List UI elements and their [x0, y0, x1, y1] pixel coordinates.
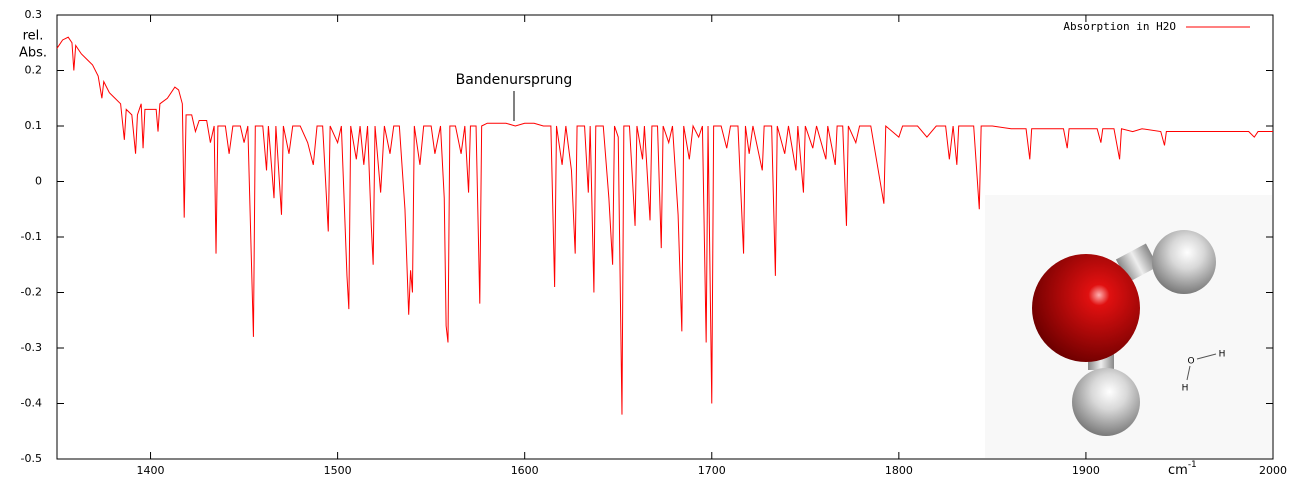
y-tick-label: -0.1	[21, 230, 42, 243]
atom-label: H	[1219, 350, 1226, 360]
x-axis-label-exponent: -1	[1188, 460, 1197, 470]
legend-label: Absorption in H2O	[1063, 20, 1176, 33]
x-tick-label: 1500	[324, 464, 352, 477]
atom-label: H	[1182, 384, 1189, 394]
spectrum-line	[56, 36, 1273, 415]
bond-line	[1186, 365, 1191, 381]
x-tick-label: 2000	[1259, 464, 1287, 477]
x-tick-label: 1400	[137, 464, 165, 477]
hydrogen-atom	[1152, 230, 1216, 294]
y-tick-label: 0.1	[25, 119, 43, 132]
y-tick-label: -0.3	[21, 341, 42, 354]
annotation: Bandenursprung	[456, 72, 573, 88]
y-axis-label: Abs.	[19, 46, 47, 61]
oxygen-atom	[1032, 254, 1140, 362]
x-tick-label: 1900	[1072, 464, 1100, 477]
x-tick-label: 1800	[885, 464, 913, 477]
x-tick-label: 1700	[698, 464, 726, 477]
y-tick-label: -0.2	[21, 286, 42, 299]
hydrogen-atom	[1072, 368, 1140, 436]
x-tick-label: 1600	[511, 464, 539, 477]
bond-line	[1196, 353, 1217, 360]
y-tick-label: 0.3	[25, 8, 43, 21]
x-axis-label-base: cm	[1168, 463, 1188, 478]
y-axis-label: rel.	[23, 29, 44, 44]
atom-label: O	[1187, 357, 1194, 367]
y-tick-label: 0	[35, 175, 42, 188]
y-tick-label: -0.5	[21, 452, 42, 465]
x-axis-label: cm-1	[1168, 460, 1197, 478]
molecule: O H H	[1032, 230, 1225, 436]
y-tick-label: -0.4	[21, 397, 42, 410]
y-tick-label: 0.2	[25, 64, 43, 77]
